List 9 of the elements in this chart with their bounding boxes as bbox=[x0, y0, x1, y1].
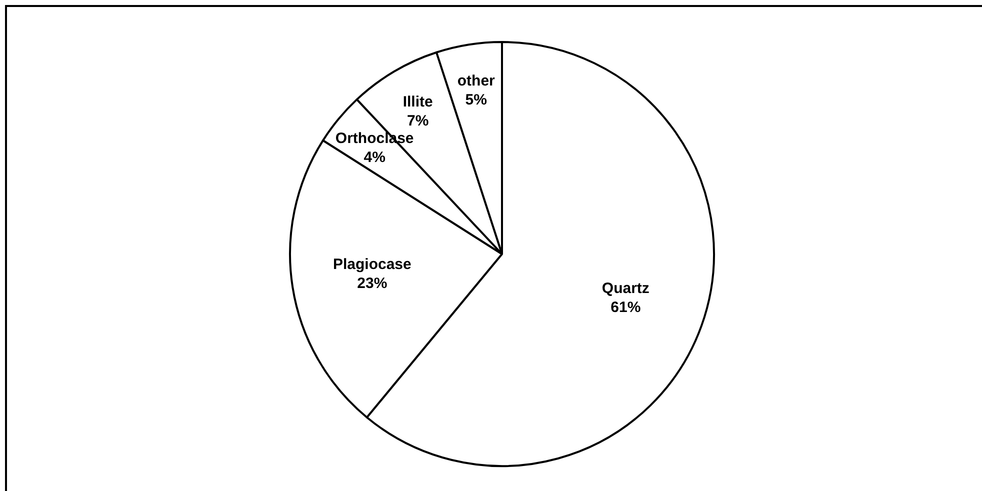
data-label: 5% bbox=[465, 91, 487, 108]
data-label: 23% bbox=[357, 275, 388, 292]
data-label: 61% bbox=[610, 299, 641, 316]
slice-label: Plagiocase bbox=[332, 256, 412, 274]
data-label: 4% bbox=[364, 149, 386, 166]
slice-label: Illite bbox=[402, 93, 433, 110]
slice-label: Quartz bbox=[602, 280, 650, 298]
slice-label: other bbox=[457, 72, 496, 90]
data-label: 7% bbox=[406, 112, 429, 130]
